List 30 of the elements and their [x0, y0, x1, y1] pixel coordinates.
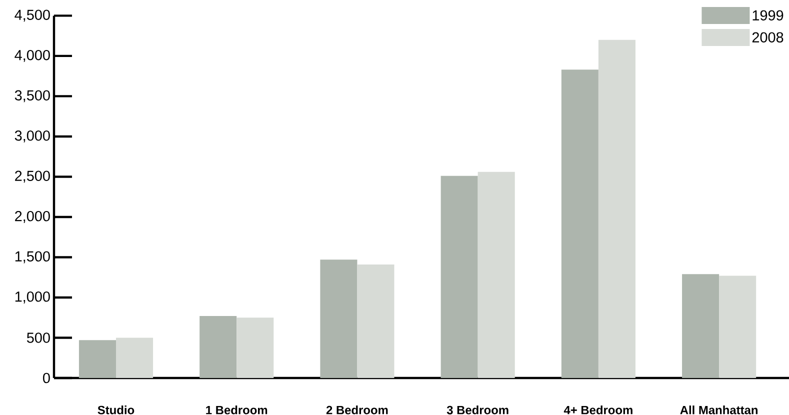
- legend-label: 1999: [752, 10, 784, 20]
- bar: [116, 338, 154, 378]
- bar: [236, 318, 274, 378]
- y-tick-label: 500: [26, 332, 50, 343]
- y-tick-label: 3,500: [14, 90, 50, 102]
- bar: [478, 172, 515, 378]
- bar: [78, 340, 116, 378]
- legend-label: 2008: [752, 32, 784, 42]
- y-tick-label: 0: [43, 372, 50, 384]
- bar: [561, 70, 598, 378]
- y-tick-label: 1,500: [15, 251, 50, 264]
- x-tick-label: All Manhattan: [680, 406, 758, 414]
- x-tick-label: 4+ Bedroom: [564, 406, 632, 414]
- bar: [719, 276, 756, 378]
- y-tick-label: 3,000: [14, 130, 50, 142]
- bar: [440, 176, 478, 378]
- x-tick-label: 1 Bedroom: [206, 406, 268, 414]
- bar: [682, 274, 720, 378]
- y-tick-label: 4,000: [14, 50, 50, 62]
- bar: [200, 316, 237, 378]
- y-tick-label: 4,500: [14, 10, 50, 22]
- x-tick-label: 2 Bedroom: [326, 406, 388, 414]
- bar: [598, 40, 636, 378]
- y-tick-label: 2,500: [15, 170, 50, 183]
- x-tick-label: 3 Bedroom: [446, 406, 508, 414]
- bar: [320, 260, 358, 378]
- bar: [357, 264, 394, 378]
- y-tick-label: 1,000: [15, 292, 50, 304]
- y-tick-label: 2,000: [15, 211, 50, 223]
- x-tick-label: Studio: [98, 406, 134, 414]
